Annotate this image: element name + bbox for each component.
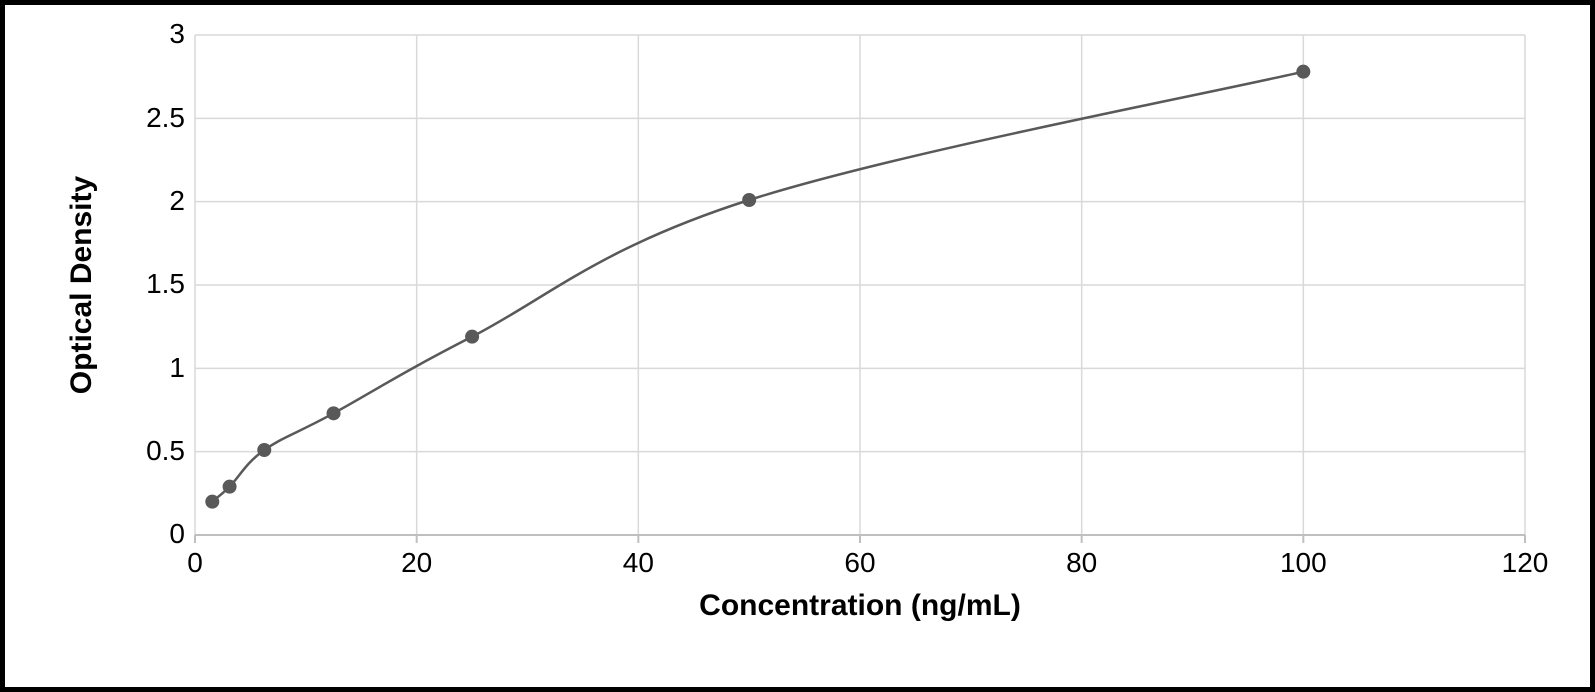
data-point bbox=[465, 330, 479, 344]
data-point bbox=[1296, 65, 1310, 79]
y-tick-label: 1.5 bbox=[105, 268, 185, 300]
y-tick-label: 2.5 bbox=[105, 102, 185, 134]
y-tick-label: 1 bbox=[105, 352, 185, 384]
data-point bbox=[327, 406, 341, 420]
data-point bbox=[223, 480, 237, 494]
x-axis-label: Concentration (ng/mL) bbox=[195, 589, 1525, 623]
y-tick-label: 3 bbox=[105, 18, 185, 50]
data-point bbox=[742, 193, 756, 207]
x-tick-label: 40 bbox=[598, 547, 678, 579]
chart-svg bbox=[5, 5, 1590, 687]
fitted-curve bbox=[212, 72, 1303, 502]
x-tick-label: 20 bbox=[377, 547, 457, 579]
data-point bbox=[205, 495, 219, 509]
data-point bbox=[257, 443, 271, 457]
y-tick-label: 0.5 bbox=[105, 435, 185, 467]
y-tick-label: 2 bbox=[105, 185, 185, 217]
y-axis-label: Optical Density bbox=[65, 35, 99, 535]
chart-frame: Optical Density Concentration (ng/mL) 0 2… bbox=[0, 0, 1595, 692]
x-tick-label: 100 bbox=[1263, 547, 1343, 579]
x-tick-label: 60 bbox=[820, 547, 900, 579]
x-tick-label: 0 bbox=[155, 547, 235, 579]
y-tick-label: 0 bbox=[105, 518, 185, 550]
x-tick-label: 120 bbox=[1485, 547, 1565, 579]
x-tick-label: 80 bbox=[1042, 547, 1122, 579]
